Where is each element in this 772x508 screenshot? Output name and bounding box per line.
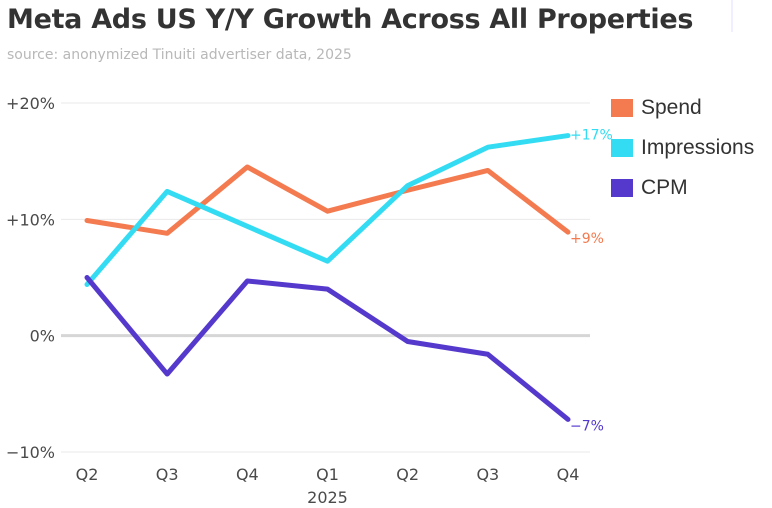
- chart-legend: Spend Impressions CPM: [611, 88, 754, 208]
- x-tick-label: Q3: [156, 465, 179, 484]
- x-tick-label: Q4: [557, 465, 580, 484]
- x-group-label: 2025: [307, 488, 348, 507]
- x-tick-label: Q3: [476, 465, 499, 484]
- y-tick-label: −10%: [6, 443, 55, 462]
- y-tick-label: +20%: [6, 94, 55, 113]
- legend-item-cpm: CPM: [611, 168, 754, 208]
- chart-subtitle: source: anonymized Tinuiti advertiser da…: [7, 47, 352, 63]
- edge-divider: [731, 0, 733, 32]
- legend-item-impressions: Impressions: [611, 128, 754, 168]
- legend-swatch-impressions: [611, 139, 633, 157]
- end-label-impressions: +17%: [570, 128, 613, 144]
- x-tick-label: Q2: [396, 465, 419, 484]
- legend-swatch-spend: [611, 99, 633, 117]
- x-tick-label: Q2: [76, 465, 99, 484]
- chart-title: Meta Ads US Y/Y Growth Across All Proper…: [7, 4, 694, 35]
- legend-swatch-cpm: [611, 179, 633, 197]
- x-tick-label: Q4: [236, 465, 259, 484]
- series-line-cpm: [84, 275, 571, 422]
- y-tick-label: +10%: [6, 210, 55, 229]
- legend-label-impressions: Impressions: [641, 136, 755, 159]
- series-line-impressions: [84, 133, 571, 287]
- series-line-spend: [84, 164, 571, 236]
- y-tick-label: 0%: [30, 327, 55, 346]
- x-tick-label: Q1: [316, 465, 339, 484]
- end-label-cpm: −7%: [570, 418, 604, 434]
- legend-label-cpm: CPM: [641, 176, 688, 199]
- legend-label-spend: Spend: [641, 96, 702, 119]
- legend-item-spend: Spend: [611, 88, 754, 128]
- end-label-spend: +9%: [570, 231, 604, 247]
